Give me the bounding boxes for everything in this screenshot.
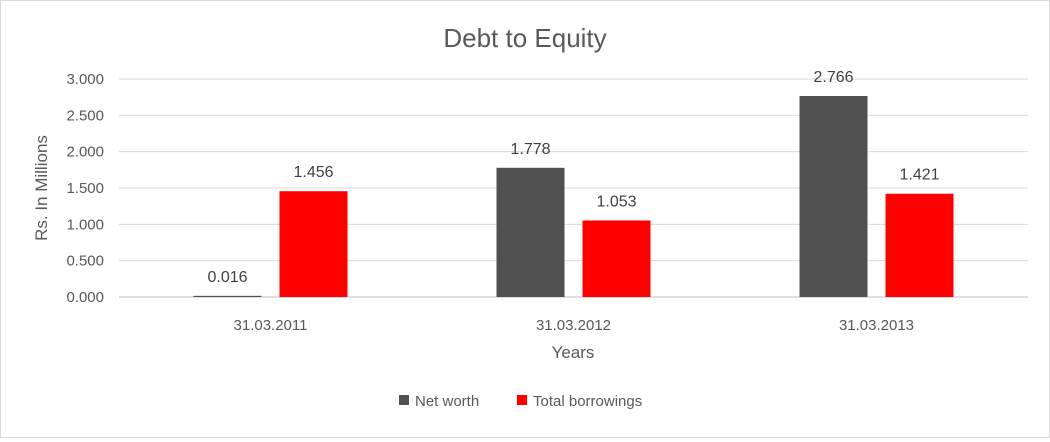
- data-labels: 0.016 1.456 1.778 1.053 2.766 1.421: [207, 69, 939, 286]
- legend-swatch: [399, 395, 409, 405]
- data-label: 1.778: [510, 141, 550, 158]
- data-label: 1.053: [596, 193, 636, 210]
- legend-label: Net worth: [415, 393, 479, 410]
- y-tick-label: 3.000: [66, 71, 104, 88]
- x-tick-label: 31.03.2011: [234, 317, 308, 334]
- x-tick-label: 31.03.2012: [536, 317, 611, 334]
- data-label: 1.421: [899, 167, 939, 184]
- y-axis-title: Rs. In Millions: [32, 135, 51, 241]
- legend: Net worth Total borrowings: [399, 393, 642, 410]
- y-tick-label: 0.000: [66, 289, 104, 306]
- y-tick-label: 0.500: [66, 253, 104, 270]
- bar-net-worth: [496, 167, 565, 297]
- y-tick-label: 2.500: [66, 107, 104, 124]
- data-label: 0.016: [207, 269, 247, 286]
- bars: [193, 96, 954, 297]
- y-tick-label: 1.000: [66, 216, 104, 233]
- data-label: 1.456: [293, 164, 333, 181]
- gridlines: [119, 78, 1028, 298]
- y-tick-label: 2.000: [66, 144, 104, 161]
- legend-label: Total borrowings: [533, 393, 642, 410]
- bar-total-borrowings: [885, 193, 954, 297]
- bar-total-borrowings: [582, 220, 651, 297]
- x-axis-title: Years: [552, 343, 595, 362]
- x-tick-label: 31.03.2013: [839, 317, 914, 334]
- x-axis-ticks: 31.03.2011 31.03.2012 31.03.2013: [234, 317, 915, 334]
- bar-net-worth: [799, 96, 868, 297]
- bar-net-worth: [193, 295, 262, 297]
- bar-total-borrowings: [279, 191, 348, 297]
- y-axis-ticks: 0.000 0.500 1.000 1.500 2.000 2.500 3.000: [66, 71, 104, 306]
- chart-title: Debt to Equity: [443, 23, 606, 53]
- legend-swatch: [517, 395, 527, 405]
- data-label: 2.766: [813, 69, 853, 86]
- y-tick-label: 1.500: [66, 180, 104, 197]
